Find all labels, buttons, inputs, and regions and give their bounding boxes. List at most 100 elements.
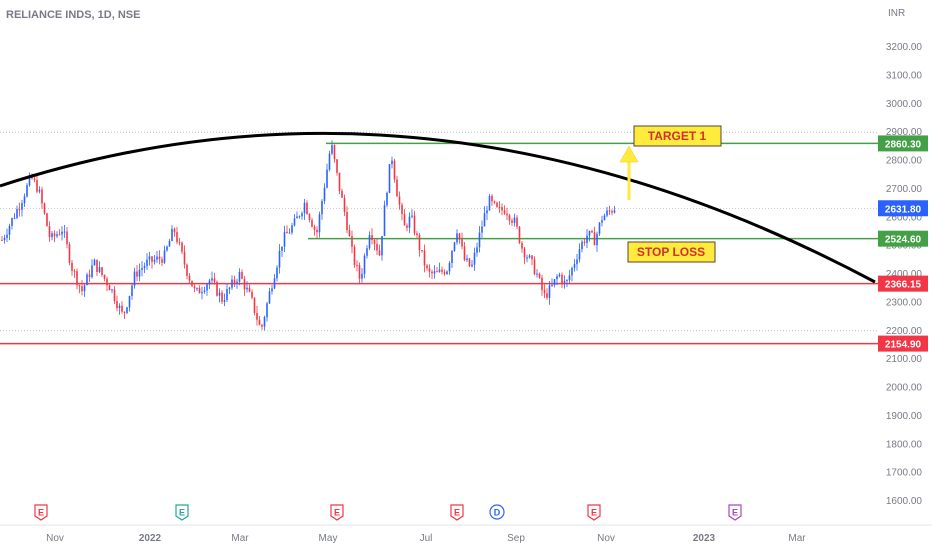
candlestick-series[interactable] — [1, 140, 616, 331]
candle[interactable] — [473, 247, 476, 271]
candle[interactable] — [376, 238, 378, 255]
candle[interactable] — [11, 217, 13, 230]
candle[interactable] — [151, 255, 153, 269]
candle[interactable] — [318, 211, 321, 238]
candle[interactable] — [101, 266, 103, 277]
candle[interactable] — [388, 164, 391, 193]
event-marker[interactable]: E — [330, 504, 344, 521]
candle[interactable] — [363, 253, 366, 279]
candle[interactable] — [556, 273, 558, 286]
event-marker[interactable]: E — [34, 504, 48, 521]
candle[interactable] — [503, 205, 506, 215]
candle[interactable] — [548, 280, 551, 305]
candle[interactable] — [538, 272, 541, 279]
candle[interactable] — [188, 273, 191, 285]
candle[interactable] — [108, 284, 111, 291]
candle[interactable] — [573, 259, 576, 272]
candle[interactable] — [16, 205, 18, 220]
candle[interactable] — [411, 209, 413, 219]
candle[interactable] — [466, 254, 468, 262]
candle[interactable] — [276, 265, 278, 282]
candle[interactable] — [196, 287, 198, 292]
candle[interactable] — [561, 272, 563, 288]
candle[interactable] — [286, 225, 288, 234]
candle[interactable] — [493, 200, 496, 205]
candle[interactable] — [578, 243, 581, 263]
candle[interactable] — [453, 241, 456, 252]
event-marker[interactable]: E — [450, 504, 464, 521]
candle[interactable] — [278, 244, 281, 274]
candle[interactable] — [238, 268, 241, 286]
candle[interactable] — [38, 186, 41, 194]
candle[interactable] — [28, 172, 31, 187]
candle[interactable] — [143, 262, 146, 274]
candle[interactable] — [98, 261, 101, 274]
candle[interactable] — [481, 220, 483, 238]
candle[interactable] — [368, 231, 371, 250]
candle[interactable] — [551, 278, 553, 287]
candle[interactable] — [361, 268, 363, 283]
candle[interactable] — [183, 245, 186, 269]
candle[interactable] — [121, 301, 123, 314]
candle[interactable] — [123, 311, 126, 320]
candle[interactable] — [301, 211, 303, 220]
candle[interactable] — [366, 245, 368, 259]
candle[interactable] — [351, 230, 353, 254]
candle[interactable] — [421, 250, 423, 253]
candle[interactable] — [308, 213, 311, 223]
candle[interactable] — [381, 235, 383, 261]
candle[interactable] — [248, 284, 251, 293]
candle[interactable] — [201, 286, 203, 300]
candle[interactable] — [58, 229, 61, 236]
candle[interactable] — [603, 213, 606, 221]
candle[interactable] — [163, 245, 166, 264]
candle[interactable] — [198, 285, 201, 294]
candle[interactable] — [303, 198, 306, 220]
candle[interactable] — [241, 269, 243, 280]
candle[interactable] — [386, 191, 388, 208]
candle[interactable] — [546, 288, 548, 300]
candle[interactable] — [138, 263, 141, 282]
candle[interactable] — [418, 232, 421, 257]
candle[interactable] — [8, 223, 11, 241]
candle[interactable] — [586, 228, 588, 249]
candle[interactable] — [146, 253, 148, 271]
candle[interactable] — [78, 284, 81, 294]
candle[interactable] — [3, 234, 6, 244]
candle[interactable] — [451, 250, 453, 268]
candle[interactable] — [583, 238, 586, 246]
candle[interactable] — [468, 257, 471, 268]
candle[interactable] — [131, 282, 133, 300]
candle[interactable] — [521, 240, 523, 253]
candle[interactable] — [18, 202, 21, 217]
candle[interactable] — [148, 251, 151, 266]
candle[interactable] — [516, 215, 518, 229]
candle[interactable] — [91, 259, 93, 279]
candle[interactable] — [486, 205, 488, 221]
candle[interactable] — [306, 200, 308, 215]
candle[interactable] — [463, 241, 466, 262]
candle[interactable] — [461, 232, 463, 250]
candle[interactable] — [213, 272, 216, 285]
candle[interactable] — [168, 238, 171, 247]
candle[interactable] — [171, 225, 173, 242]
candle[interactable] — [488, 194, 491, 211]
candle[interactable] — [441, 266, 443, 275]
candle[interactable] — [333, 144, 336, 163]
candle[interactable] — [398, 191, 401, 210]
candle[interactable] — [128, 295, 131, 312]
candle[interactable] — [178, 237, 181, 246]
candle[interactable] — [181, 241, 183, 255]
candle[interactable] — [256, 306, 258, 326]
candle[interactable] — [523, 246, 526, 265]
candle[interactable] — [316, 226, 318, 239]
candle[interactable] — [313, 224, 316, 236]
candle[interactable] — [581, 239, 583, 253]
candle[interactable] — [478, 226, 481, 253]
candle[interactable] — [491, 194, 493, 206]
candle[interactable] — [513, 213, 516, 227]
candle[interactable] — [83, 284, 86, 297]
candle[interactable] — [6, 228, 8, 243]
candle[interactable] — [136, 265, 138, 282]
candle[interactable] — [293, 214, 296, 227]
